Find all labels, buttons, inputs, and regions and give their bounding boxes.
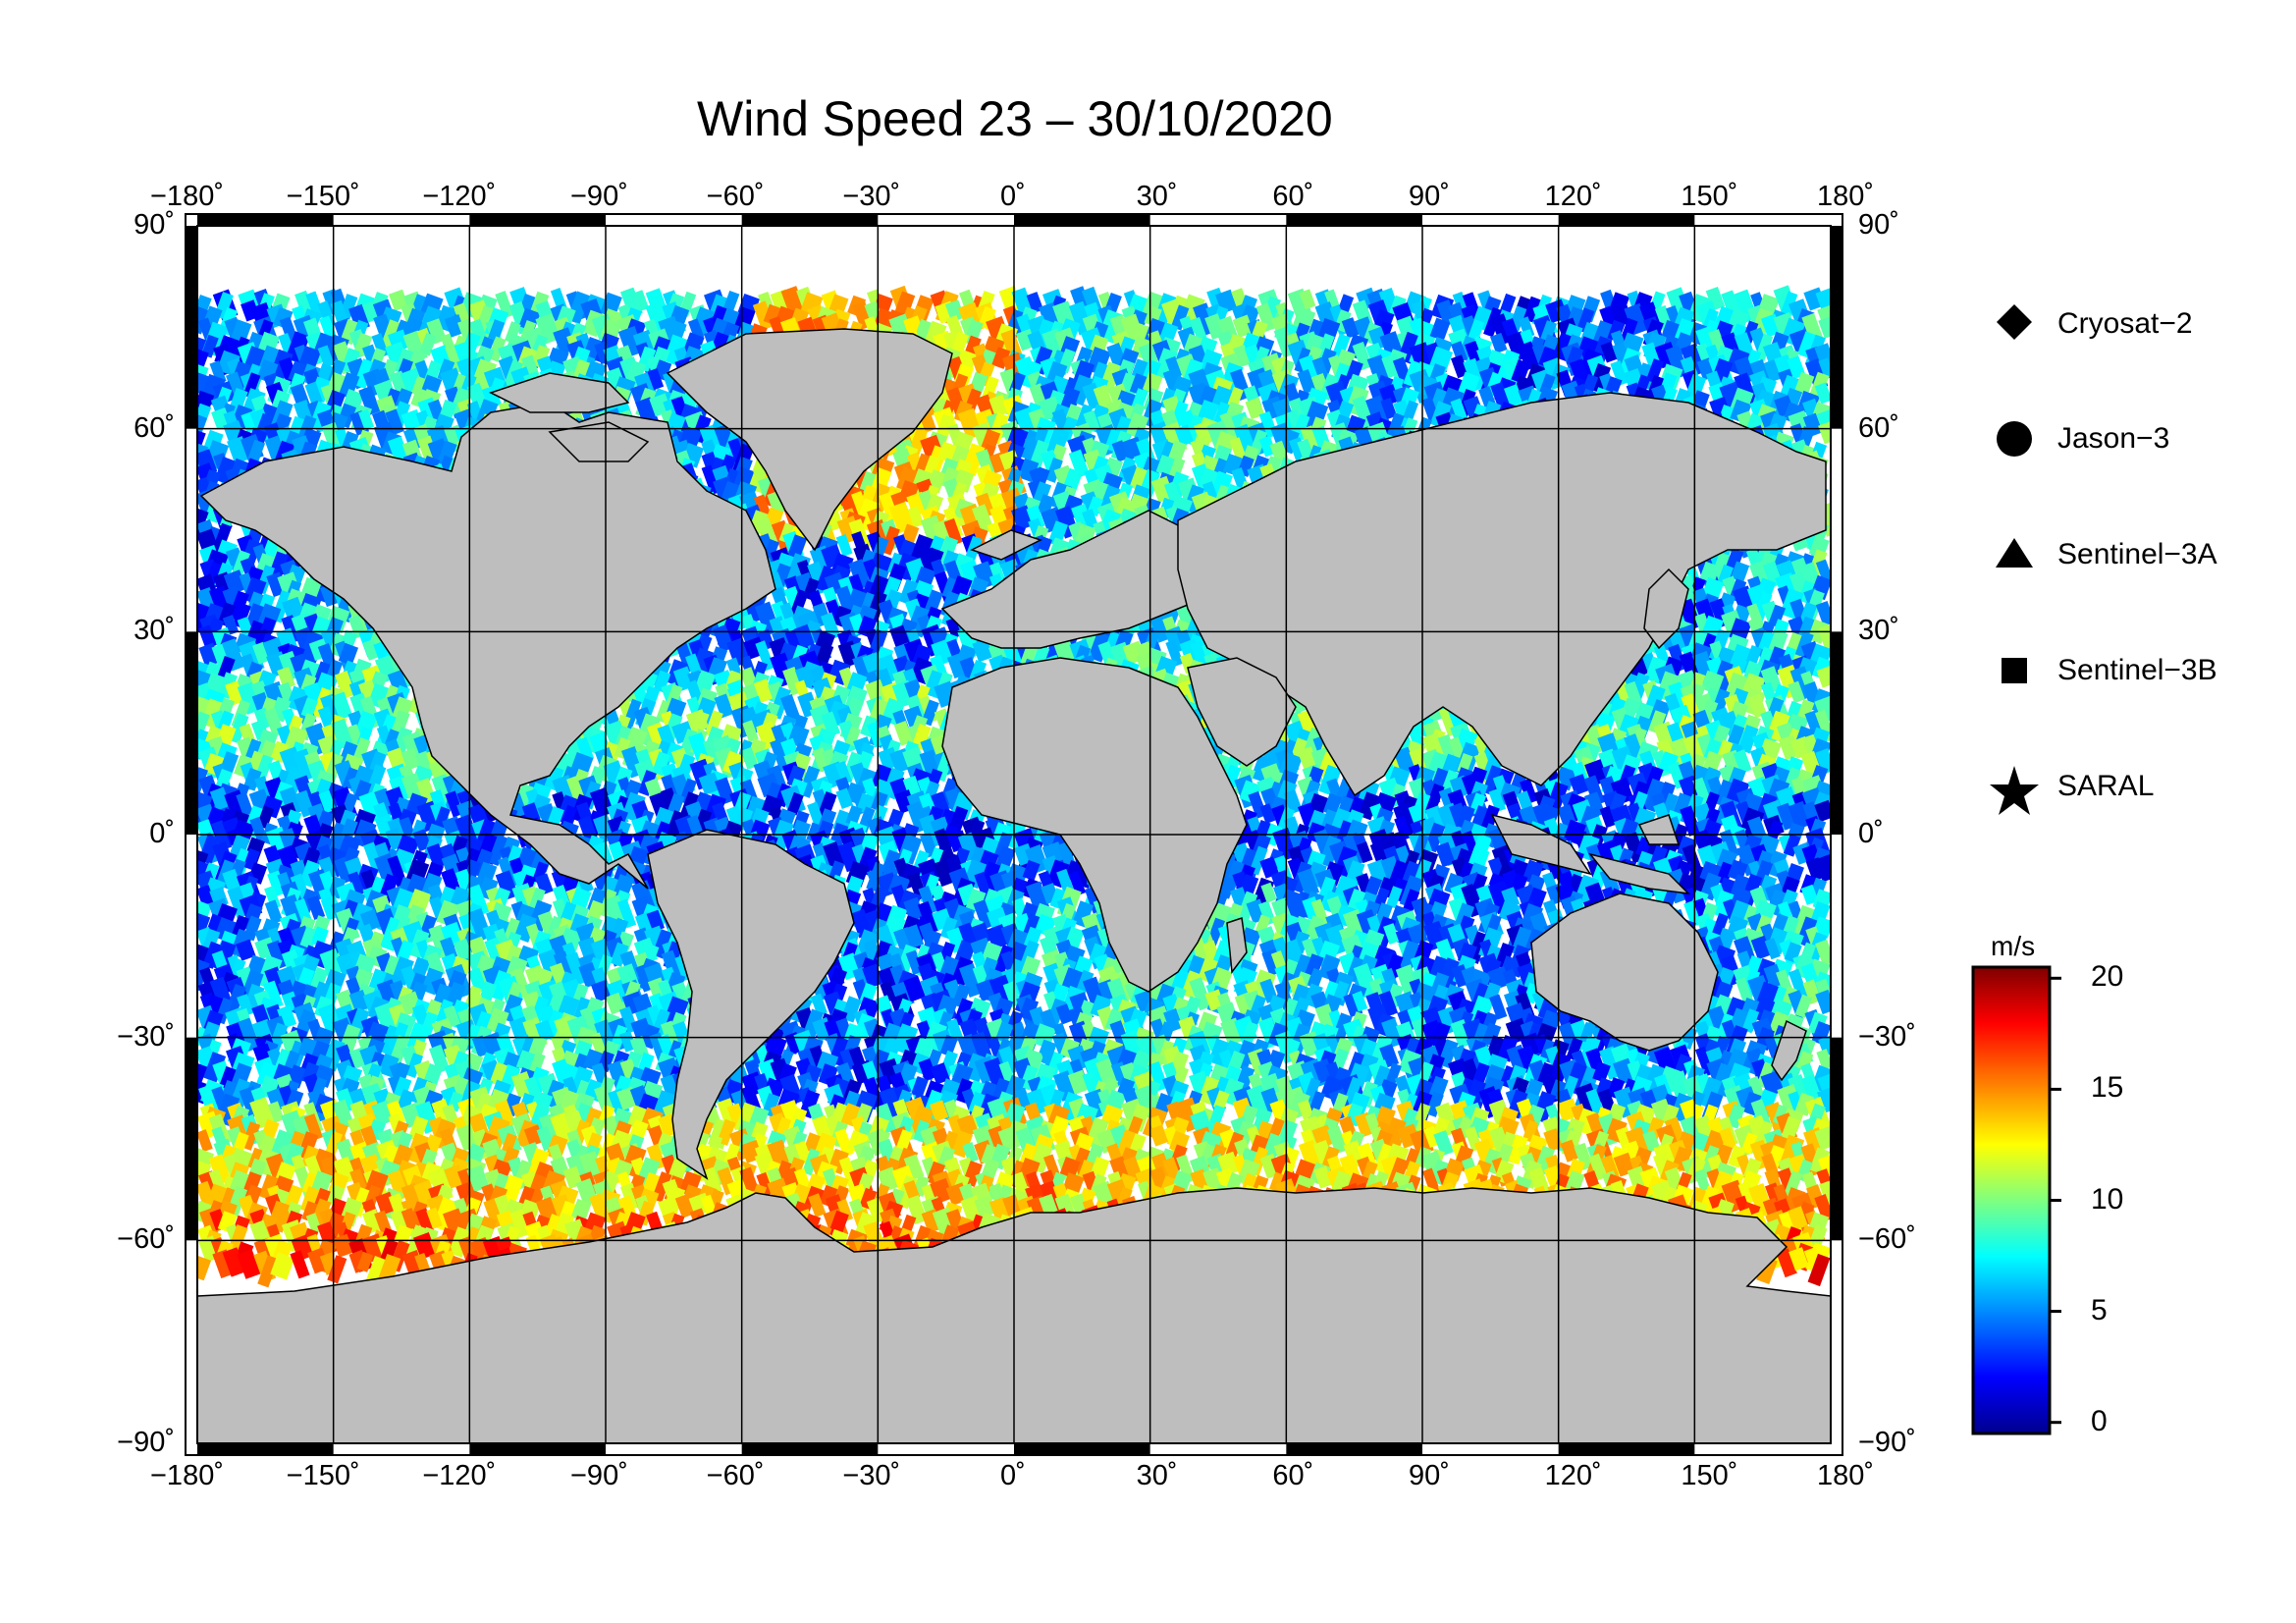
wind-cell <box>1815 288 1831 311</box>
wind-cell <box>1170 304 1190 331</box>
wind-cell <box>388 289 409 311</box>
wind-cell <box>1705 286 1726 311</box>
wind-cell <box>1292 306 1316 332</box>
wind-cell <box>305 291 325 321</box>
wind-cell <box>894 291 916 317</box>
wind-cell <box>1299 289 1316 310</box>
wind-cell <box>317 300 336 328</box>
map-area <box>197 226 1831 1443</box>
wind-cell <box>495 291 514 319</box>
wind-cell <box>998 286 1024 317</box>
wind-cell <box>1255 302 1277 332</box>
wind-cell <box>1575 307 1595 334</box>
wind-cell <box>197 305 210 335</box>
wind-cell <box>944 299 965 323</box>
wind-cell <box>632 290 650 312</box>
wind-cell <box>710 304 727 328</box>
wind-cell <box>361 300 380 323</box>
